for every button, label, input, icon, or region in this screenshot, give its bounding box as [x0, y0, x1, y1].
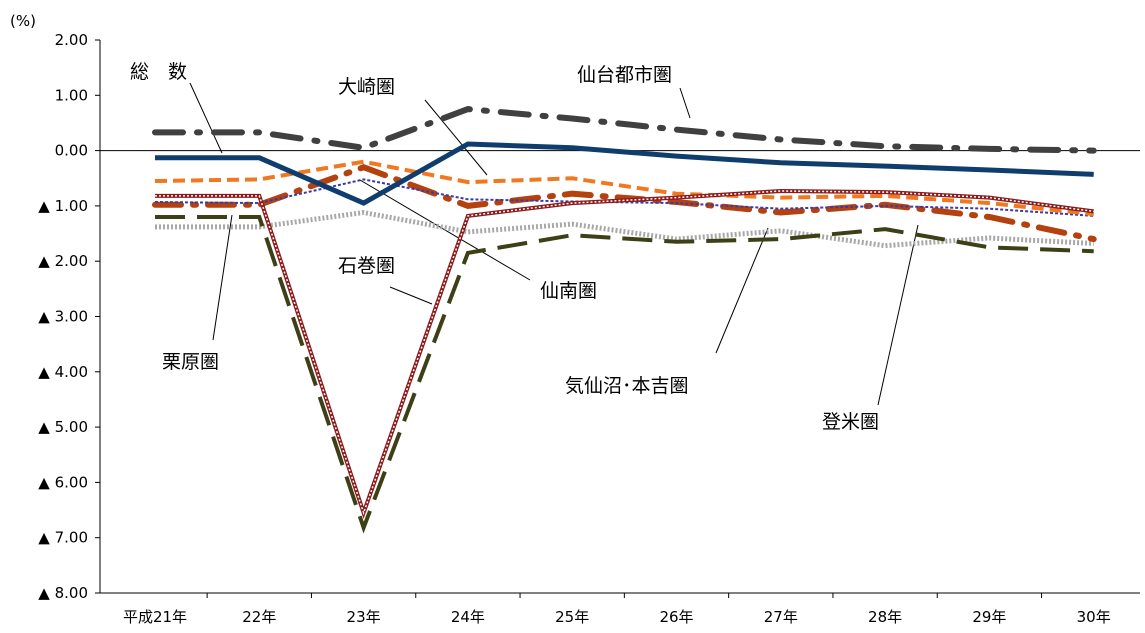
- series-annotation-label: 気仙沼･本吉圏: [565, 375, 689, 397]
- y-tick-label: ▲ 2.00: [38, 252, 88, 270]
- series-annotation-label: 総 数: [130, 61, 187, 83]
- series-line: [155, 209, 1094, 249]
- y-tick-labels: 2.00 1.00 0.00 ▲ 1.00 ▲ 2.00 ▲ 3.00 ▲ 4.00 ▲ 5.…: [38, 31, 88, 602]
- y-tick-label: ▲ 7.00: [38, 529, 88, 547]
- x-tick-label: 22年: [242, 608, 276, 626]
- series-line: [155, 215, 1094, 534]
- leader-line: [189, 82, 223, 154]
- y-tick-label: ▲ 3.00: [38, 308, 88, 326]
- series-line: [152, 164, 1097, 243]
- y-tick-label: 0.00: [55, 142, 88, 160]
- leader-line: [389, 286, 433, 305]
- series-annotation-label: 石巻圏: [338, 255, 395, 277]
- x-tick-label: 平成21年: [123, 608, 187, 626]
- x-tick-label: 30年: [1077, 608, 1111, 626]
- x-tick-label: 28年: [868, 608, 902, 626]
- leader-line: [715, 227, 769, 354]
- x-tick-label: 27年: [764, 608, 798, 626]
- leader-line: [212, 214, 233, 341]
- series-line: [154, 159, 1094, 217]
- x-tick-label: 24年: [451, 608, 485, 626]
- x-tick-labels: 平成21年 22年 23年 24年 25年 26年 27年 28年 29年 30年: [123, 608, 1111, 626]
- x-tick-label: 25年: [555, 608, 589, 626]
- y-tick-label: 2.00: [55, 31, 88, 49]
- x-tick-label: 23年: [347, 608, 381, 626]
- x-tick-label: 26年: [659, 608, 693, 626]
- series-line: [154, 178, 1094, 217]
- y-tick-label: 1.00: [55, 86, 88, 104]
- series-annotation-label: 仙南圏: [540, 280, 597, 302]
- y-tick-label: ▲ 8.00: [38, 584, 88, 602]
- leader-line: [877, 224, 919, 406]
- series-annotation-label: 仙台都市圏: [577, 64, 672, 86]
- annotation-leaders: [189, 82, 919, 406]
- y-tick-label: ▲ 1.00: [38, 197, 88, 215]
- y-unit-label: (%): [10, 12, 36, 30]
- leader-line: [424, 99, 488, 176]
- series-line: [152, 106, 1097, 154]
- series-annotation-label: 栗原圏: [162, 351, 219, 373]
- series-line-inner: [155, 190, 1094, 516]
- y-tick-label: ▲ 5.00: [38, 418, 88, 436]
- series-line: [155, 141, 1094, 206]
- y-tick-label: ▲ 6.00: [38, 473, 88, 491]
- leader-line: [679, 87, 691, 119]
- x-tick-label: 29年: [972, 608, 1006, 626]
- series-lines: [152, 106, 1097, 534]
- series-annotation-label: 登米圏: [822, 411, 879, 433]
- y-tick-label: ▲ 4.00: [38, 363, 88, 381]
- series-annotation-label: 大崎圏: [338, 76, 395, 98]
